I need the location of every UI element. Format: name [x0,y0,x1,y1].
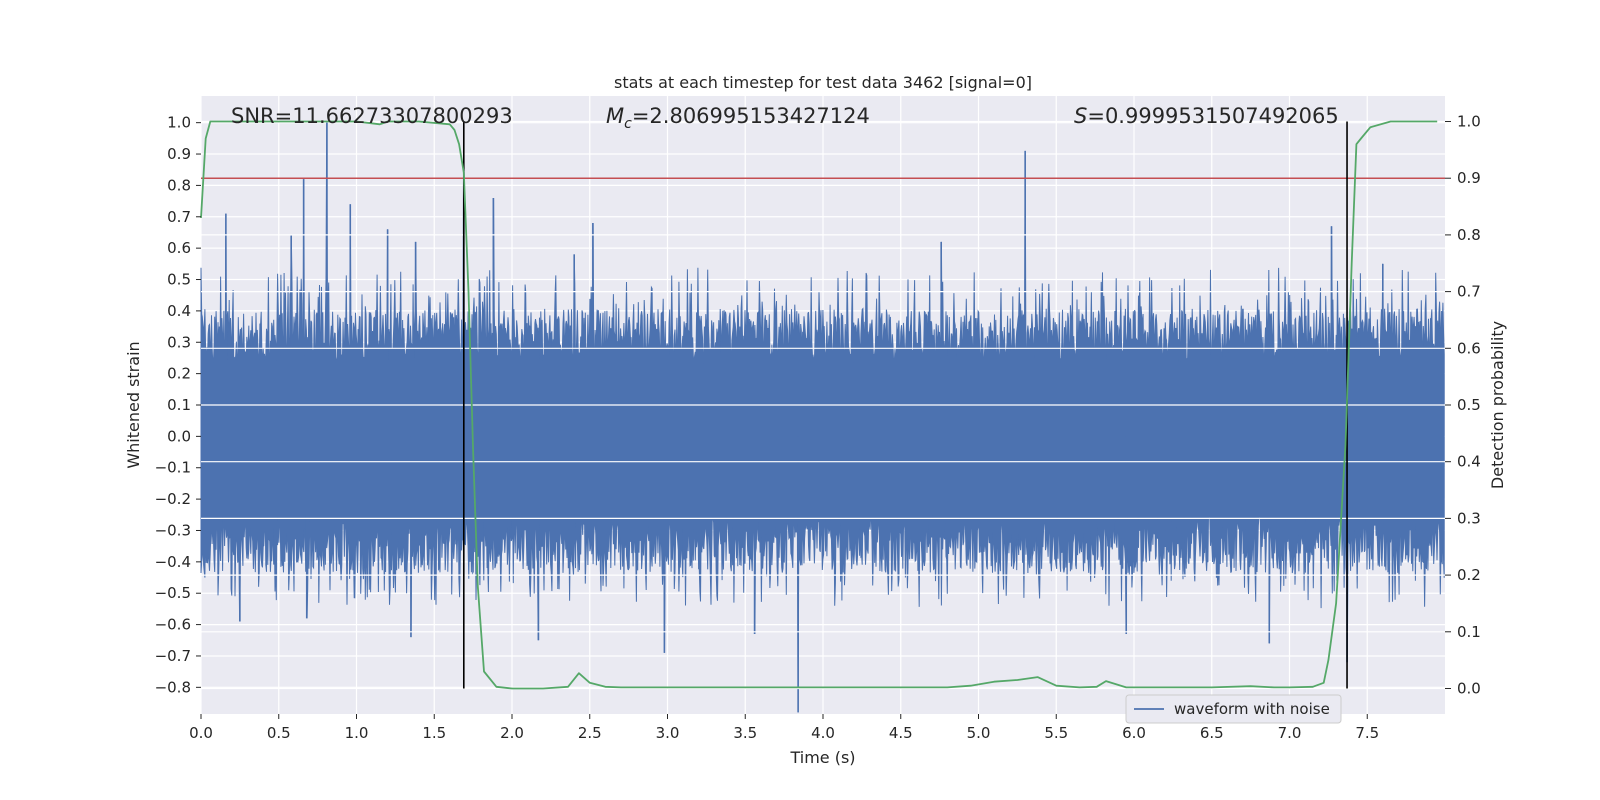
y-axis-label-left: Whitened strain [124,341,143,468]
y-tick-label-left: 0.5 [167,271,191,289]
x-tick-label: 1.5 [422,724,446,742]
x-tick-label: 2.5 [578,724,602,742]
x-tick-label: 6.0 [1122,724,1146,742]
x-tick-label: 0.5 [267,724,291,742]
y-tick-label-left: 0.6 [167,239,191,257]
detection-probability-line [200,120,1438,690]
y-tick-label-left: −0.5 [155,584,191,602]
score-value: =0.9999531507492065 [1087,104,1338,128]
y-tick-label-right: 0.5 [1457,396,1481,414]
legend-label: waveform with noise [1174,700,1330,718]
x-tick-label: 3.5 [733,724,757,742]
y-tick-label-right: 0.3 [1457,509,1481,527]
y-tick-label-right: 1.0 [1457,113,1481,131]
chart-title: stats at each timestep for test data 346… [614,73,1032,92]
x-tick-label: 7.0 [1278,724,1302,742]
y-tick-label-left: −0.6 [155,616,191,634]
y-tick-label-left: 0.8 [167,176,191,194]
y-tick-label-left: 1.0 [167,114,191,132]
y-tick-label-right: 0.2 [1457,566,1481,584]
x-axis-label: Time (s) [789,748,855,767]
y-tick-label-left: 0.7 [167,208,191,226]
x-tick-label: 4.0 [811,724,835,742]
y-tick-label-left: −0.8 [155,678,191,696]
y-tick-label-left: 0.1 [167,396,191,414]
x-tick-label: 7.5 [1355,724,1379,742]
y-tick-label-left: −0.3 [155,521,191,539]
y-tick-label-right: 0.8 [1457,226,1481,244]
x-tick-label: 1.0 [345,724,369,742]
axes: 0.0 0.5 1.0 1.5 2.0 2.5 3.0 3.5 4.0 4.5 5.0 5.5 6.0 6… [155,113,1481,742]
y-tick-label-right: 0.1 [1457,623,1481,641]
y-tick-label-right: 0.6 [1457,339,1481,357]
y-tick-label-left: −0.2 [155,490,191,508]
x-tick-label: 0.0 [189,724,213,742]
chirp-mass-symbol: M [606,104,624,128]
y-tick-label-left: −0.4 [155,553,191,571]
chirp-mass-annotation: Mc=2.806995153427124 [606,104,870,132]
strain-waveform [200,122,1445,713]
x-tick-label: 2.0 [500,724,524,742]
y-tick-label-right: 0.7 [1457,283,1481,301]
x-tick-label: 6.5 [1200,724,1224,742]
y-tick-label-left: 0.0 [167,427,191,445]
y-tick-label-left: 0.4 [167,302,191,320]
y-tick-label-right: 0.9 [1457,169,1481,187]
snr-annotation: SNR=11.66273307800293 [231,104,513,128]
x-tick-label: 4.5 [889,724,913,742]
y-tick-label-left: 0.3 [167,333,191,351]
y-axis-label-right: Detection probability [1488,321,1507,489]
chirp-mass-value: =2.806995153427124 [632,104,870,128]
probability-series [200,120,1438,690]
y-tick-label-right: 0.4 [1457,453,1481,471]
x-tick-label: 5.5 [1044,724,1068,742]
markers [201,120,1445,690]
legend: waveform with noise [1125,694,1342,724]
y-tick-label-left: −0.7 [155,647,191,665]
score-symbol: S [1074,104,1087,128]
x-tick-label: 5.0 [967,724,991,742]
y-tick-label-left: −0.1 [155,459,191,477]
y-tick-label-left: 0.2 [167,365,191,383]
y-tick-label-left: 0.9 [167,145,191,163]
y-tick-label-right: 0.0 [1457,679,1481,697]
chirp-mass-subscript: c [624,116,632,132]
score-annotation: S=0.9999531507492065 [1074,104,1339,128]
x-tick-label: 3.0 [656,724,680,742]
legend-box [1125,694,1342,724]
